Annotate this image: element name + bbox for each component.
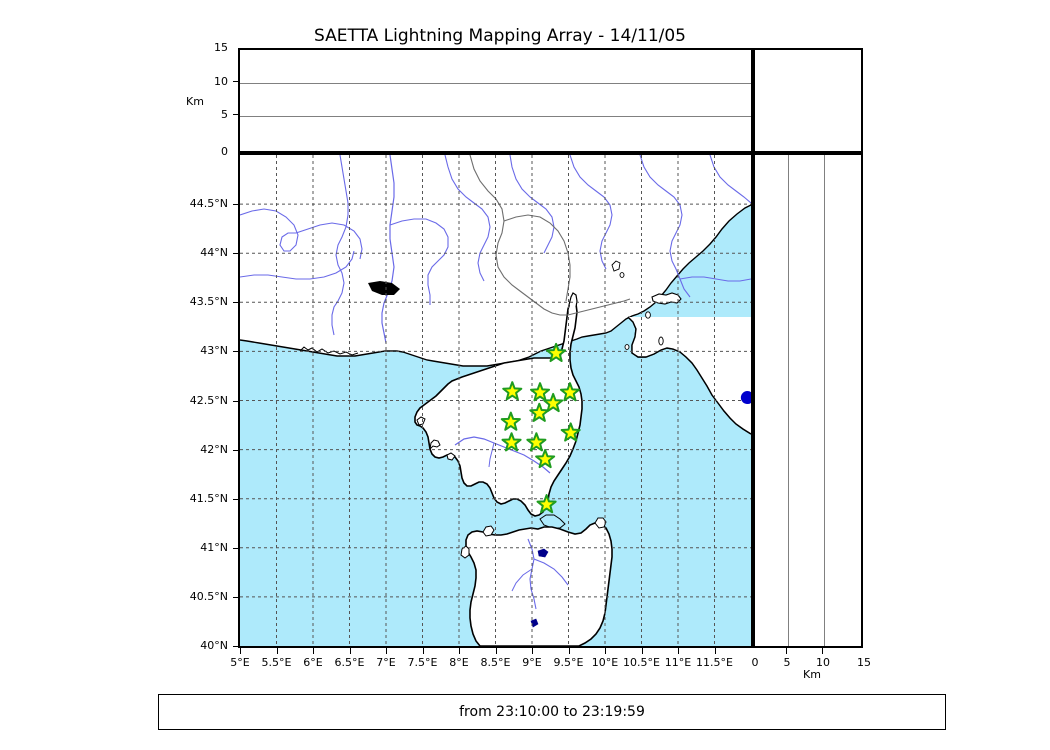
- lma-station-star: [559, 382, 580, 402]
- tick-lat-44p5: [233, 204, 239, 206]
- lma-station-star: [529, 402, 550, 422]
- axis-label-height-km: Km: [186, 95, 204, 108]
- lma-station-star: [535, 448, 556, 469]
- tick-lat-40p5: [233, 596, 239, 598]
- tick-lat-41p5: [233, 498, 239, 500]
- page-title: SAETTA Lightning Mapping Array - 14/11/0…: [314, 26, 686, 46]
- status-bar[interactable]: from 23:10:00 to 23:19:59: [158, 694, 946, 730]
- gridline-5km-vertical: [788, 155, 789, 646]
- tick-lon-11p5: [714, 648, 716, 654]
- tick-lat-42: [233, 449, 239, 451]
- tick-label-height-10: 10: [214, 75, 228, 88]
- panel-map[interactable]: [238, 153, 753, 648]
- tick-lon-11: [678, 648, 679, 654]
- tick-label-lat-44p5: 44.5°N: [189, 197, 228, 211]
- tick-label-lon-9p5: 9.5°E: [553, 656, 584, 669]
- vhf-source-point: [740, 391, 751, 405]
- lma-station-star: [536, 494, 557, 514]
- panel-corner-blank[interactable]: [753, 48, 863, 153]
- tick-lat-40: [233, 646, 239, 647]
- tick-label-lon-8p5: 8.5°E: [480, 656, 511, 669]
- tick-label-lon-6p5: 6.5°E: [334, 656, 365, 669]
- lma-station-star: [529, 382, 551, 402]
- lma-station-star: [560, 422, 581, 442]
- axis-label-right-km: Km: [803, 668, 821, 681]
- tick-label-lon-8: 8°E: [449, 656, 469, 669]
- tick-label-lat-40: 40°N: [200, 639, 228, 652]
- tick-lon-7: [386, 648, 387, 654]
- tick-label-height-5: 5: [221, 108, 228, 121]
- tick-lon-6: [313, 648, 314, 654]
- tick-lon-6p5: [349, 648, 351, 654]
- lma-station-star: [502, 381, 523, 401]
- status-text: from 23:10:00 to 23:19:59: [459, 704, 645, 720]
- tick-label-lat-42: 42°N: [200, 442, 228, 456]
- tick-right-10: [822, 648, 823, 654]
- tick-lon-9: [532, 648, 533, 654]
- gridline-5km: [240, 116, 751, 117]
- gridline-10km: [240, 83, 751, 84]
- tick-lon-8p5: [495, 648, 497, 654]
- tick-label-height-15: 15: [214, 41, 228, 54]
- tick-label-lon-7p5: 7.5°E: [407, 656, 438, 669]
- lma-station-star: [543, 392, 564, 413]
- tick-label-height-0: 0: [221, 145, 228, 158]
- tick-label-lon-7: 7°E: [376, 656, 396, 669]
- tick-label-right-15: 15: [857, 656, 871, 669]
- tick-label-right-5: 5: [783, 656, 791, 669]
- lma-station-star: [546, 342, 567, 363]
- tick-label-right-10: 10: [816, 656, 830, 669]
- map-graphic: [240, 155, 751, 646]
- lma-station-star: [526, 432, 547, 452]
- panel-height-vs-latitude[interactable]: [753, 153, 863, 648]
- tick-label-lon-9: 9°E: [522, 656, 542, 669]
- tick-label-lon-11: 11°E: [664, 656, 692, 669]
- tick-label-lat-41: 41°N: [200, 540, 228, 554]
- tick-lon-7p5: [422, 648, 424, 654]
- tick-label-lat-40p5: 40.5°N: [189, 589, 228, 603]
- tick-label-lon-5: 5°E: [230, 656, 250, 669]
- tick-label-lat-43p5: 43.5°N: [189, 295, 228, 309]
- tick-label-lat-42p5: 42.5°N: [189, 393, 228, 407]
- tick-lon-10p5: [641, 648, 643, 654]
- tick-lon-5: [240, 648, 241, 654]
- tick-label-lat-43: 43°N: [200, 344, 228, 358]
- station-markers: [500, 342, 751, 514]
- tick-lat-44: [233, 253, 239, 255]
- tick-top-10: [233, 81, 239, 82]
- tick-lon-8: [459, 648, 460, 654]
- tick-lon-10: [605, 648, 606, 654]
- tick-label-lon-5p5: 5.5°E: [261, 656, 292, 669]
- tick-label-lon-11p5: 11.5°E: [696, 656, 733, 669]
- tick-lon-9p5: [568, 648, 570, 654]
- lma-station-star: [500, 411, 521, 431]
- tick-lon-5p5: [276, 648, 278, 654]
- tick-label-right-0: 0: [751, 656, 759, 669]
- tick-lat-43: [233, 351, 239, 353]
- panel-height-vs-longitude[interactable]: [238, 48, 753, 153]
- tick-label-lat-41p5: 41.5°N: [189, 491, 228, 505]
- tick-label-lon-10: 10°E: [591, 656, 619, 669]
- tick-lat-41: [233, 547, 239, 549]
- tick-label-lat-44: 44°N: [200, 246, 228, 260]
- tick-right-5: [786, 648, 787, 654]
- tick-lat-42p5: [233, 400, 239, 402]
- tick-label-lon-6: 6°E: [303, 656, 323, 669]
- tick-top-5: [233, 114, 239, 115]
- tick-label-lon-10p5: 10.5°E: [623, 656, 660, 669]
- lma-station-star: [501, 432, 522, 452]
- gridline-10km-vertical: [824, 155, 825, 646]
- tick-lat-43p5: [233, 302, 239, 304]
